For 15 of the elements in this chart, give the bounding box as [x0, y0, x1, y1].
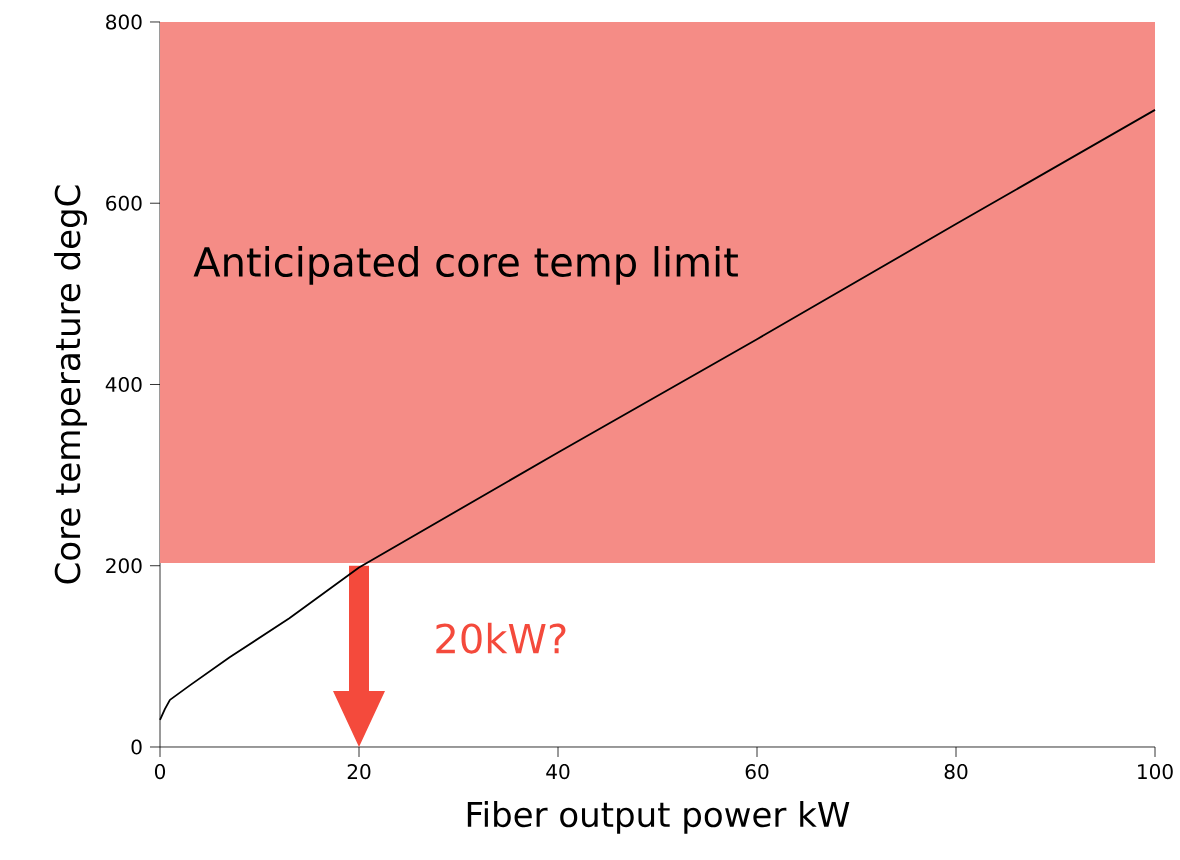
y-tick-label: 600	[106, 195, 142, 211]
y-tick-label: 200	[106, 558, 142, 574]
x-axis-title: Fiber output power kW	[467, 800, 850, 834]
x-tick-label: 40	[546, 764, 570, 780]
x-tick-label: 20	[347, 764, 371, 780]
annotation: 20kW?	[436, 622, 566, 654]
y-tick-label: 400	[105, 376, 142, 393]
y-axis-title: Core temperature degC	[54, 185, 88, 584]
y-tick-label: 800	[106, 14, 142, 30]
band-label: Anticipated core temp limit	[193, 246, 738, 285]
x-tick-label: 100	[1138, 764, 1173, 780]
x-tick-label: 80	[944, 764, 968, 780]
x-tick-label: 0	[154, 764, 166, 780]
x-tick-label: 60	[745, 764, 769, 780]
y-tick-label: 0	[131, 739, 142, 755]
